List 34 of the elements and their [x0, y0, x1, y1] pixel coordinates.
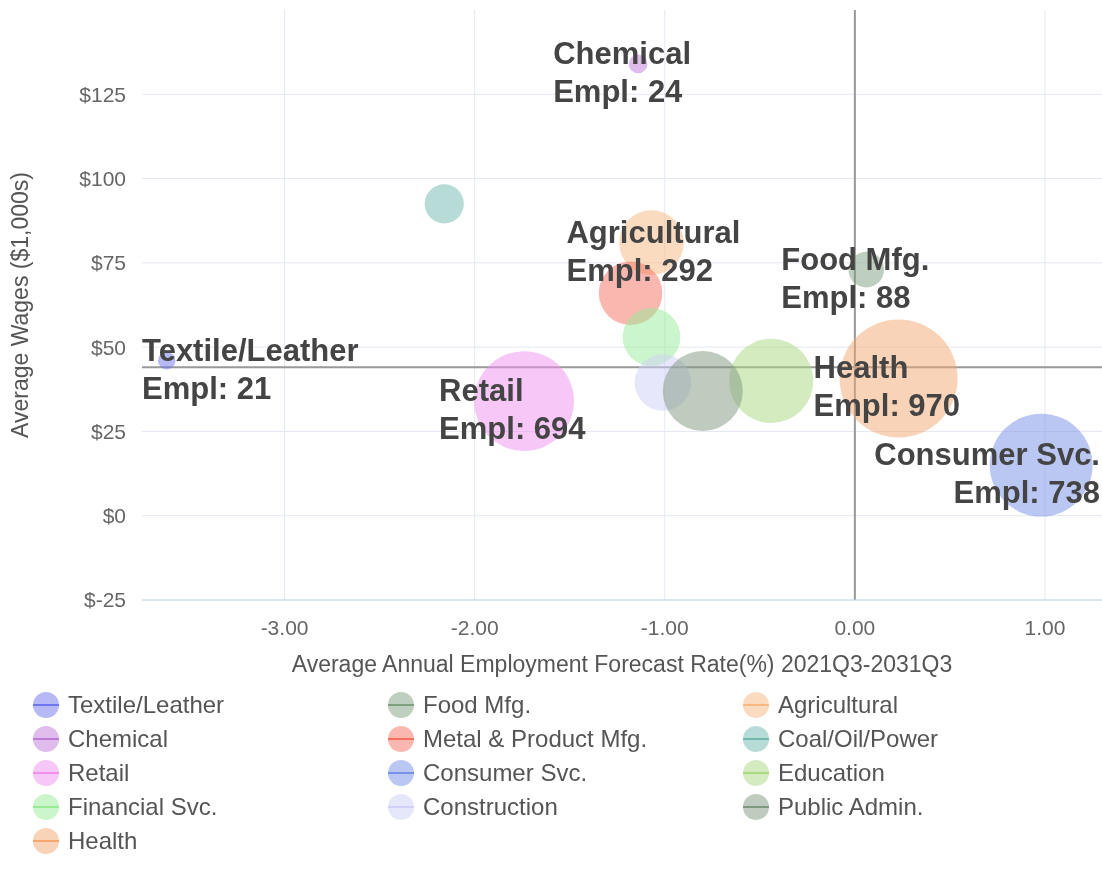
x-tick-label: -2.00 [450, 615, 499, 639]
annotation: Chemical Empl: 24 [553, 35, 691, 109]
legend-label: Coal/Oil/Power [778, 724, 939, 754]
legend-label: Metal & Product Mfg. [423, 724, 648, 754]
legend-label: Construction [423, 792, 558, 822]
annotation: Consumer Svc. Empl: 738 [874, 437, 1100, 511]
legend-label: Agricultural [778, 690, 899, 720]
legend-label: Retail [68, 758, 130, 788]
y-tick-label: $75 [90, 251, 126, 275]
annotation: Retail Empl: 694 [439, 373, 587, 447]
y-tick-label: $50 [90, 335, 126, 359]
x-tick-label: 1.00 [1024, 615, 1066, 639]
y-axis-title: Average Wages ($1,000s) [7, 172, 34, 438]
legend-label: Textile/Leather [68, 690, 225, 720]
x-tick-label: -3.00 [260, 615, 309, 639]
x-tick-label: -1.00 [640, 615, 689, 639]
legend-label: Chemical [68, 724, 169, 754]
x-axis-title: Average Annual Employment Forecast Rate(%) 2021Q3-2031Q3 [291, 651, 953, 677]
y-tick-label: $-25 [83, 588, 126, 612]
legend-label: Education [778, 758, 885, 788]
y-tick-label: $25 [90, 419, 126, 443]
legend-label: Food Mfg. [423, 690, 532, 720]
annotation: Health Empl: 970 [813, 350, 961, 424]
y-tick-label: $125 [79, 82, 126, 106]
legend-label: Public Admin. [778, 792, 924, 822]
y-tick-label: $100 [79, 167, 126, 191]
annotation: Textile/Leather Empl: 21 [142, 332, 359, 406]
y-tick-label: $0 [102, 504, 126, 528]
x-tick-label: 0.00 [834, 615, 876, 639]
annotation: Food Mfg. Empl: 88 [781, 241, 930, 315]
annotation: Agricultural Empl: 292 [566, 214, 741, 288]
legend-label: Consumer Svc. [423, 758, 588, 788]
legend-label: Health [68, 826, 138, 856]
legend-label: Financial Svc. [68, 792, 218, 822]
